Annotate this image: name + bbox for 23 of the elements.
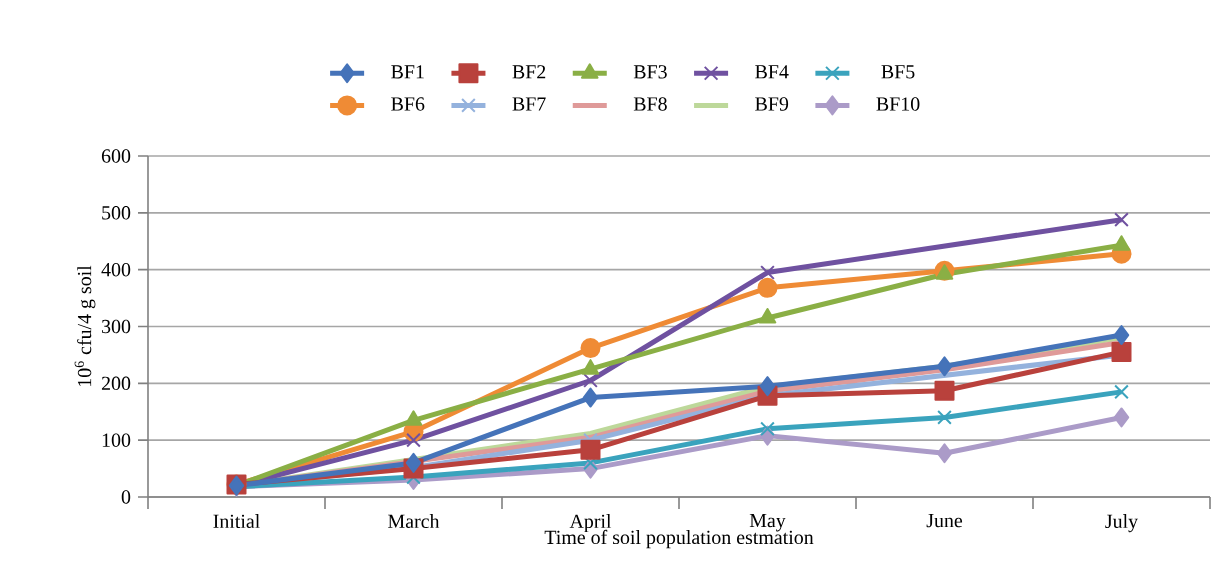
legend-label: BF3 xyxy=(633,65,667,79)
legend-label: BF8 xyxy=(633,97,667,111)
x-tick-label: July xyxy=(1105,514,1139,533)
legend-label: BF1 xyxy=(391,65,424,79)
y-axis-title: 10$^{6}$ cfu/4 g soil xyxy=(74,265,96,387)
legend-label: BF4 xyxy=(755,65,789,79)
x-tick-label: Initial xyxy=(213,514,260,529)
y-tick-label: 100 xyxy=(102,433,131,447)
legend-label: BF10 xyxy=(876,97,920,111)
y-tick-label: 300 xyxy=(102,319,131,334)
legend-label: BF2 xyxy=(512,65,546,79)
legend-label: BF5 xyxy=(881,65,915,79)
y-tick-label: 600 xyxy=(101,149,131,163)
legend-label: BF6 xyxy=(391,97,425,111)
x-tick-label: March xyxy=(388,514,440,529)
y-tick-label: 500 xyxy=(102,206,131,220)
x-tick-label: June xyxy=(926,514,963,528)
y-tick-label: 200 xyxy=(101,376,131,391)
y-tick-label: 400 xyxy=(101,262,131,277)
legend-label: BF9 xyxy=(755,97,789,111)
x-tick-label: May xyxy=(749,514,786,532)
legend-label: BF7 xyxy=(512,97,546,111)
y-tick-label: 0 xyxy=(121,490,131,504)
